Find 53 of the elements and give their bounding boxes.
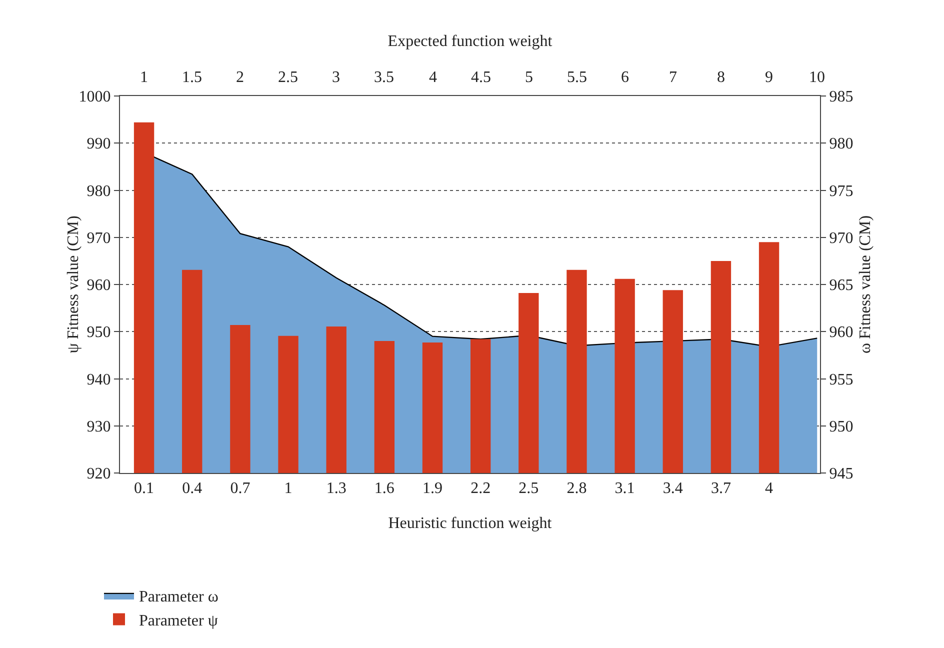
x-tick-label: 3.7 [710,480,731,498]
text: 3 [332,69,340,86]
y2-tick-label: 965 [829,277,854,294]
y2-tick-label: 970 [829,230,854,247]
x-tick-label: 0.7 [230,480,250,498]
text: 4 [429,69,437,86]
text: 8 [717,69,725,86]
text: 2 [236,69,244,86]
legend-label: Parameter ω [139,588,218,606]
y-axis-title: ψ Fitness value (CM) [65,216,82,354]
text: 4.5 [471,69,491,86]
y2-tick-label: 945 [829,466,854,483]
y2-axis-title: ω Fitness value (CM) [857,215,874,354]
x-tick-label: 0.4 [182,480,202,498]
text: 10 [809,69,825,86]
y-tick-label: 1000 [78,88,111,106]
x-tick-label: 1.6 [374,480,394,498]
x2-axis-title: Expected function weight [388,32,553,50]
x-tick-label: 1.9 [422,480,442,498]
y2-tick-label: 985 [829,88,854,106]
x-tick-label: 4 [765,480,774,498]
y2-tick-label: 980 [829,136,854,153]
x-tick-label: 3.4 [662,480,683,498]
x-tick-label: 0.1 [134,480,154,498]
text: 7 [669,69,677,86]
legend-label: Parameter ψ [139,612,218,630]
text: 1 [140,69,148,86]
y-tick-label: 970 [86,230,111,247]
y2-tick-label: 975 [829,182,854,200]
y2-tick-label: 955 [829,371,854,388]
x-tick-label: 1 [284,480,292,498]
y-tick-label: 920 [86,466,111,483]
text: 2.5 [278,69,298,86]
y-tick-label: 960 [86,277,111,294]
text: 3.5 [374,69,394,86]
text: 1.5 [182,69,202,86]
y-tick-label: 940 [86,371,111,388]
text: 6 [621,69,629,86]
text: 5 [525,69,533,86]
text: 5.5 [567,69,587,86]
x-axis-title: Heuristic function weight [388,514,552,532]
y-tick-label: 930 [86,418,111,436]
x-tick-label: 3.1 [614,480,635,498]
y2-tick-label: 960 [829,324,854,342]
y-tick-label: 980 [86,182,111,200]
x-tick-label: 2.8 [566,480,587,498]
x-tick-label: 2.5 [518,480,539,498]
y-tick-label: 950 [86,324,111,342]
y2-tick-label: 950 [829,418,854,436]
text: 9 [765,69,773,86]
x-tick-label: 2.2 [470,480,491,498]
y-tick-label: 990 [86,136,111,153]
x-tick-label: 1.3 [326,480,346,498]
